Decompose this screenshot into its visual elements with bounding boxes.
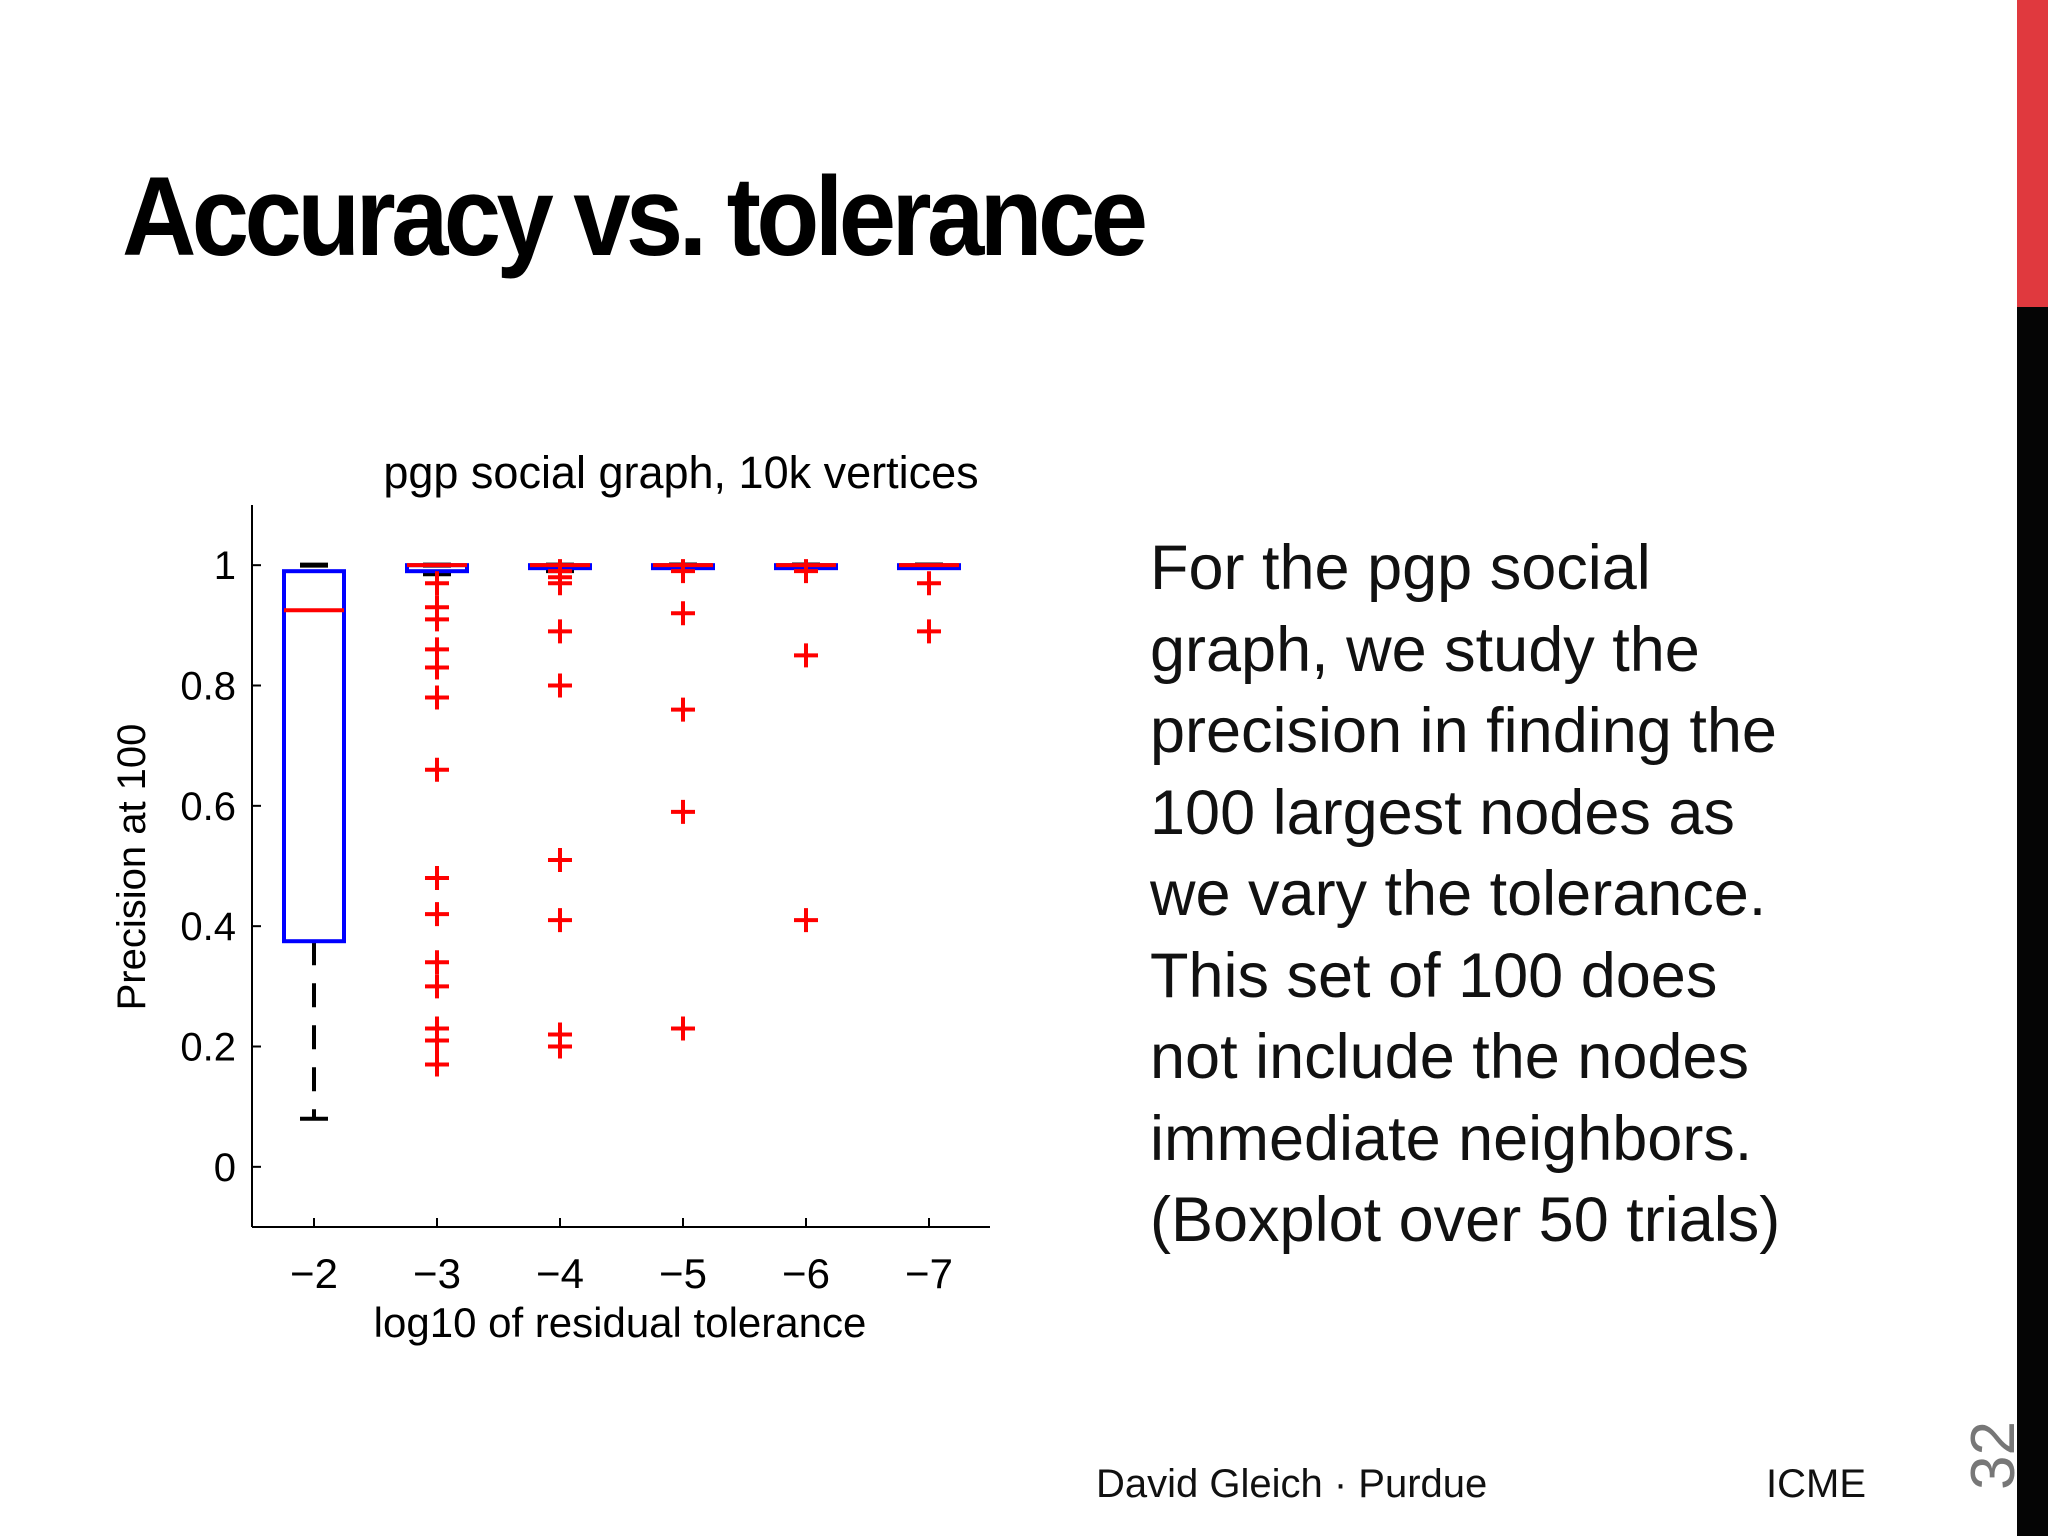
outlier-point bbox=[548, 908, 572, 933]
x-tick-label: −4 bbox=[536, 1250, 584, 1297]
outlier-point bbox=[548, 847, 572, 872]
chart-ticks: 0 0.2 0.4 0.6 0.8 1 −2 −3 −4 −5 −6 −7 bbox=[180, 544, 953, 1297]
outlier-point bbox=[425, 685, 449, 710]
y-tick-label: 1 bbox=[214, 544, 236, 588]
boxplot-chart: pgp social graph, 10k vertices log10 of … bbox=[110, 447, 990, 1346]
y-tick-label: 0.6 bbox=[180, 785, 236, 829]
body-line: we vary the tolerance. bbox=[1150, 859, 1767, 929]
outlier-point bbox=[548, 571, 572, 596]
chart-axes bbox=[251, 505, 990, 1228]
outlier-point bbox=[917, 619, 941, 644]
body-line: (Boxplot over 50 trials) bbox=[1150, 1185, 1781, 1255]
outlier-point bbox=[548, 619, 572, 644]
body-line: For the pgp social bbox=[1150, 533, 1651, 603]
outlier-point bbox=[917, 571, 941, 596]
outlier-point bbox=[548, 1034, 572, 1059]
outlier-point bbox=[425, 655, 449, 680]
x-tick-label: −7 bbox=[905, 1250, 953, 1297]
body-line: not include the nodes bbox=[1150, 1022, 1749, 1092]
outlier-point bbox=[794, 643, 818, 668]
box-group bbox=[897, 562, 961, 571]
box bbox=[282, 569, 346, 944]
x-tick-label: −6 bbox=[782, 1250, 830, 1297]
outlier-point bbox=[671, 559, 695, 584]
body-line: This set of 100 does bbox=[1150, 940, 1718, 1011]
outlier-point bbox=[671, 1016, 695, 1041]
outlier-point bbox=[425, 866, 449, 891]
slide-number: 32 bbox=[1959, 1421, 2028, 1490]
outlier-point bbox=[548, 673, 572, 698]
body-line: precision in finding the bbox=[1150, 696, 1777, 766]
outlier-point bbox=[425, 607, 449, 632]
y-axis-label: Precision at 100 bbox=[110, 724, 154, 1011]
footer-author: David Gleich · Purdue bbox=[1096, 1462, 1488, 1506]
y-tick-label: 0 bbox=[214, 1146, 236, 1190]
body-line: graph, we study the bbox=[1150, 614, 1700, 685]
chart-boxes bbox=[282, 562, 961, 1121]
footer-org: ICME bbox=[1766, 1462, 1866, 1506]
x-tick-label: −3 bbox=[413, 1250, 461, 1297]
x-tick-label: −2 bbox=[290, 1250, 338, 1297]
outlier-point bbox=[794, 559, 818, 584]
outlier-point bbox=[425, 902, 449, 927]
outlier-point bbox=[425, 1052, 449, 1077]
accent-bar-black bbox=[2017, 307, 2048, 1536]
body-text: For the pgp social graph, we study the p… bbox=[1150, 528, 1930, 1262]
x-tick-label: −5 bbox=[659, 1250, 707, 1297]
outlier-point bbox=[425, 757, 449, 782]
accent-bar-red bbox=[2017, 0, 2048, 307]
chart-outliers bbox=[425, 559, 941, 1077]
outlier-point bbox=[794, 908, 818, 933]
x-axis-label: log10 of residual tolerance bbox=[374, 1299, 867, 1346]
slide-title: Accuracy vs. tolerance bbox=[122, 154, 1148, 279]
body-line: immediate neighbors. bbox=[1150, 1103, 1753, 1174]
outlier-point bbox=[671, 601, 695, 626]
y-tick-label: 0.4 bbox=[180, 905, 236, 949]
y-tick-label: 0.2 bbox=[180, 1026, 236, 1070]
outlier-point bbox=[425, 571, 449, 596]
outlier-point bbox=[425, 1028, 449, 1053]
outlier-point bbox=[425, 950, 449, 975]
box-group bbox=[282, 562, 346, 1121]
outlier-point bbox=[425, 974, 449, 999]
chart-title: pgp social graph, 10k vertices bbox=[383, 447, 978, 498]
y-tick-label: 0.8 bbox=[180, 665, 236, 709]
body-line: 100 largest nodes as bbox=[1150, 777, 1735, 848]
outlier-point bbox=[671, 799, 695, 824]
outlier-point bbox=[671, 697, 695, 722]
